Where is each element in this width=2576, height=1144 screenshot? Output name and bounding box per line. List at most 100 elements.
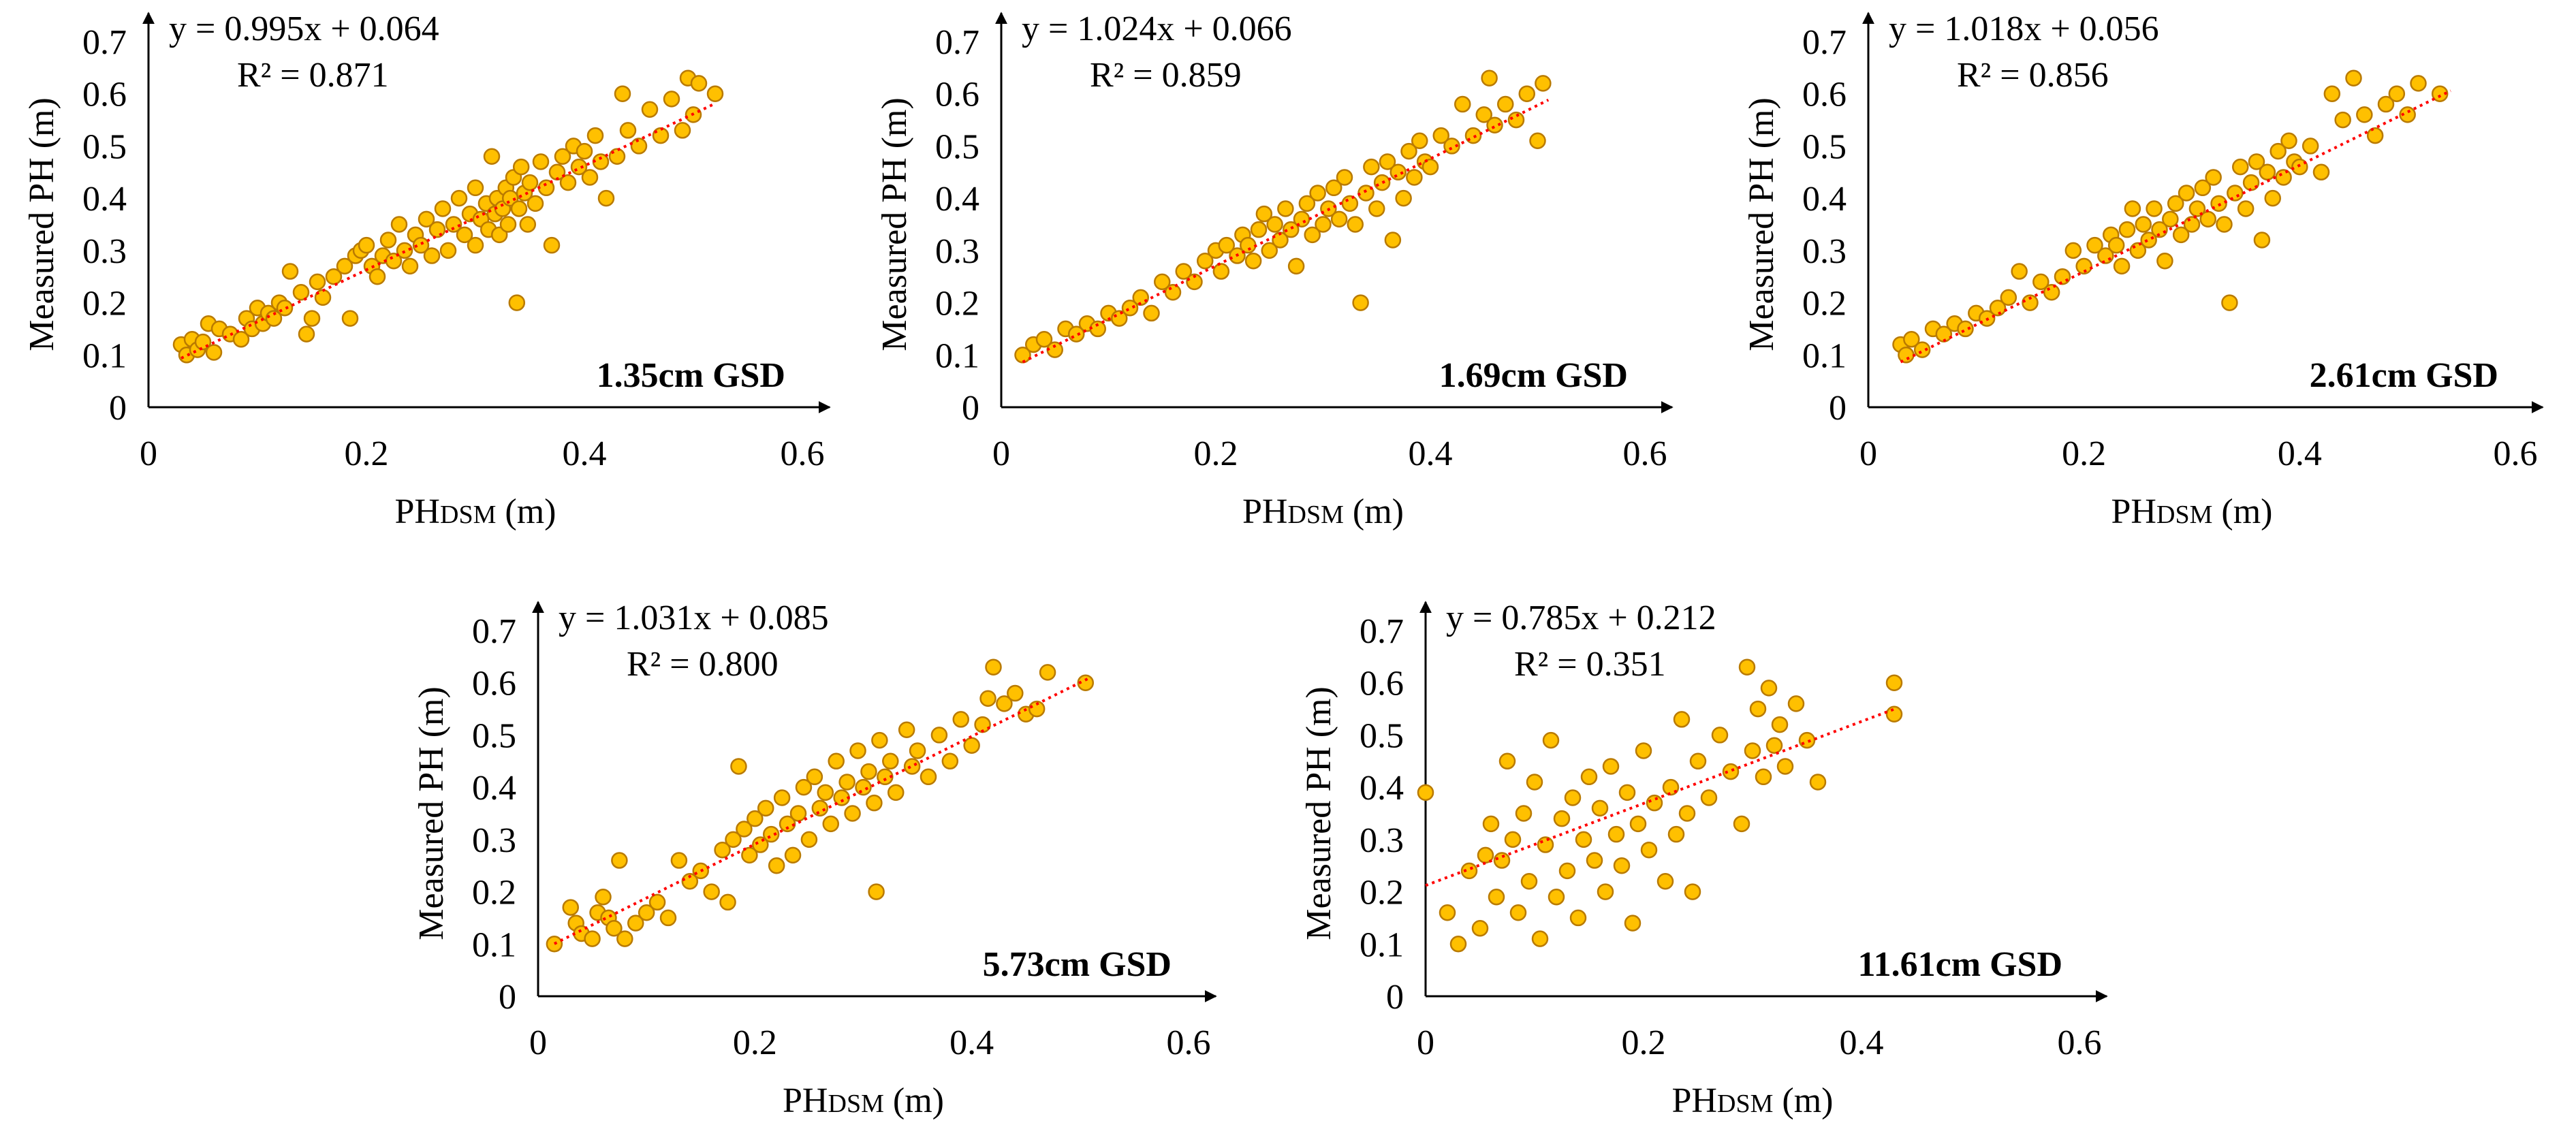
data-point	[1700, 789, 1718, 806]
r-squared-label: R² = 0.871	[237, 56, 389, 95]
data-point	[510, 200, 528, 217]
data-point	[784, 846, 802, 864]
data-point	[849, 742, 866, 759]
x-tick-label: 0.4	[1840, 1023, 1884, 1062]
data-point	[1542, 731, 1560, 749]
data-point	[1143, 304, 1160, 322]
x-tick-label: 0.2	[1622, 1023, 1666, 1062]
data-point	[1903, 331, 1920, 348]
data-point	[1580, 768, 1598, 786]
data-point	[817, 784, 834, 801]
y-tick-label: 0.4	[82, 180, 127, 219]
r-squared-label: R² = 0.800	[627, 645, 779, 684]
data-point	[576, 142, 593, 160]
data-point	[779, 815, 796, 833]
x-axis-label-subscript: DSM	[2156, 500, 2212, 529]
data-point	[1482, 815, 1500, 833]
y-tick-label: 0.3	[472, 821, 516, 860]
data-point	[1212, 263, 1230, 280]
x-tick-label: 0.2	[1194, 434, 1238, 473]
data-point	[606, 920, 623, 937]
data-point	[1175, 263, 1192, 280]
data-point	[1613, 857, 1631, 874]
data-point	[1389, 163, 1407, 181]
data-point	[909, 742, 926, 759]
data-point	[822, 815, 839, 833]
trend-line	[180, 102, 716, 360]
y-tick-label: 0.5	[472, 716, 516, 755]
gsd-label: 1.35cm GSD	[597, 356, 785, 395]
data-point	[985, 658, 1002, 676]
data-point	[390, 216, 408, 233]
data-point	[1250, 221, 1268, 238]
data-point	[860, 763, 877, 780]
data-point	[806, 768, 823, 786]
data-point	[2210, 195, 2227, 212]
y-tick-label: 0.6	[935, 76, 979, 114]
trend-line	[1425, 708, 1895, 887]
data-point	[1553, 810, 1571, 827]
data-point	[2275, 169, 2292, 186]
data-point	[641, 101, 659, 118]
data-point	[1689, 752, 1707, 770]
y-tick-label: 0.5	[82, 127, 127, 166]
data-point	[963, 737, 980, 754]
data-point	[418, 210, 435, 228]
data-point	[1526, 774, 1543, 791]
x-tick-label: 0.4	[1409, 434, 1453, 473]
data-point	[828, 752, 845, 770]
data-point	[1417, 784, 1434, 801]
data-point	[1624, 915, 1642, 932]
data-point	[670, 852, 688, 869]
data-point	[1520, 872, 1538, 890]
data-point	[920, 768, 937, 786]
data-point	[1760, 680, 1778, 697]
data-point	[1569, 909, 1587, 927]
data-point	[1197, 252, 1214, 270]
data-point	[1646, 794, 1663, 812]
data-point	[1493, 852, 1511, 869]
data-point	[1475, 106, 1492, 123]
data-point	[1384, 232, 1402, 249]
data-point	[2248, 153, 2265, 170]
data-point	[1132, 289, 1149, 306]
data-point	[1798, 731, 1816, 749]
data-point	[1607, 825, 1625, 843]
data-point	[562, 899, 579, 916]
data-point	[456, 226, 473, 244]
data-point	[844, 805, 861, 822]
x-axis-label-main: PH	[395, 492, 440, 531]
data-point	[1255, 205, 1273, 223]
data-point	[368, 268, 386, 285]
y-tick-label: 0.1	[82, 336, 127, 375]
data-point	[1957, 320, 1974, 338]
data-point	[559, 174, 577, 191]
data-point	[898, 721, 915, 739]
data-point	[1564, 789, 1582, 806]
data-point	[1744, 742, 1761, 759]
data-point	[2431, 85, 2449, 102]
data-point	[1488, 888, 1505, 906]
data-point	[888, 784, 905, 801]
data-point	[1989, 299, 2007, 317]
x-tick-label: 0	[992, 434, 1010, 473]
data-point	[1535, 75, 1552, 92]
y-tick-label: 0.2	[82, 285, 127, 323]
y-tick-label: 0	[1829, 389, 1847, 428]
data-point	[336, 257, 354, 275]
data-point	[1298, 195, 1316, 212]
data-point	[1755, 768, 1772, 786]
y-tick-label: 0.1	[935, 336, 979, 375]
regression-equation: y = 1.018x + 0.056	[1889, 10, 2159, 48]
chart-panel-2-61cm: 0 0.1 0.2 0.3 0.4 0.5 0.6 0.7 0 0.2 0.4 0.6 Measured…	[1742, 10, 2544, 531]
data-point	[979, 690, 996, 707]
data-point	[2280, 132, 2297, 150]
data-point	[1315, 216, 1332, 233]
data-point	[903, 758, 921, 775]
data-point	[773, 789, 791, 806]
data-point	[358, 236, 375, 254]
data-point	[1597, 883, 1614, 900]
data-point	[2156, 252, 2173, 270]
y-tick-label: 0	[109, 389, 127, 428]
data-point	[379, 232, 397, 249]
